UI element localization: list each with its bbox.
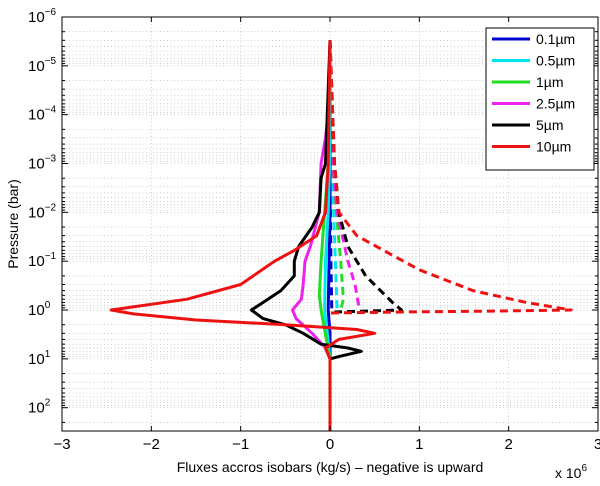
y-tick-label-base: 10 [28,204,45,221]
y-tick-label: 10−4 [28,105,57,124]
y-tick-label-base: 10 [28,400,45,417]
x-multiplier: x 106 [555,463,587,481]
y-tick-label: 101 [28,349,51,368]
x-multiplier-base: x 10 [555,465,582,481]
series-line-dashed-4 [328,40,403,314]
x-tick-label: 1 [415,436,423,453]
series-line-dashed-2 [328,40,345,311]
data-series [109,40,573,431]
legend-label: 2.5µm [536,96,575,112]
y-tick-label-base: 10 [28,58,45,75]
y-tick-label-exponent: 0 [45,300,51,311]
legend-label: 5µm [536,117,564,133]
axis-ticks [61,16,599,432]
x-tick-label: 2 [504,436,512,453]
series-line-dashed-5 [328,40,573,315]
legend-label: 1µm [536,74,564,90]
y-tick-label-exponent: 1 [45,349,51,360]
series-line-solid-5 [109,40,377,431]
legend-label: 0.5µm [536,53,575,69]
x-tick-label: −3 [53,436,70,453]
y-tick-label-base: 10 [28,107,45,124]
y-tick-label: 102 [28,398,51,417]
x-tick-label: −2 [143,436,160,453]
y-tick-label-base: 10 [28,302,45,319]
y-tick-label: 10−5 [28,56,57,75]
x-tick-label: 0 [326,436,334,453]
x-tick-label: 3 [594,436,600,453]
y-tick-label: 10−1 [28,251,57,270]
y-tick-label-exponent: −1 [45,251,57,262]
y-tick-label: 10−6 [28,7,57,26]
y-tick-label-base: 10 [28,156,45,173]
y-tick-label-exponent: 2 [45,398,51,409]
y-tick-label: 10−2 [28,202,57,221]
y-tick-label-exponent: −2 [45,202,57,213]
y-tick-label-exponent: −5 [45,56,57,67]
y-tick-label-base: 10 [28,351,45,368]
x-tick-label: −1 [232,436,249,453]
x-tick-labels: −3 −2 −1 0 1 2 3 [53,436,600,453]
y-tick-label-exponent: −4 [45,105,57,116]
series-line-dashed-3 [328,40,361,311]
series-line-solid-4 [249,40,363,431]
legend-label: 10µm [536,139,571,155]
y-tick-label-exponent: −3 [45,154,57,165]
y-tick-label-base: 10 [28,253,45,270]
y-tick-label: 10−3 [28,154,57,173]
x-multiplier-exponent: 6 [581,463,587,474]
legend-label: 0.1µm [536,31,575,47]
legend: 0.1µm 0.5µm 1µm 2.5µm 5µm 10µm [485,27,595,171]
x-axis-label: Fluxes accros isobars (kg/s) – negative … [177,459,484,475]
y-tick-label-exponent: −6 [45,7,57,18]
y-axis-label: Pressure (bar) [5,179,21,268]
y-tick-label: 100 [28,300,51,319]
y-tick-label-base: 10 [28,9,45,26]
